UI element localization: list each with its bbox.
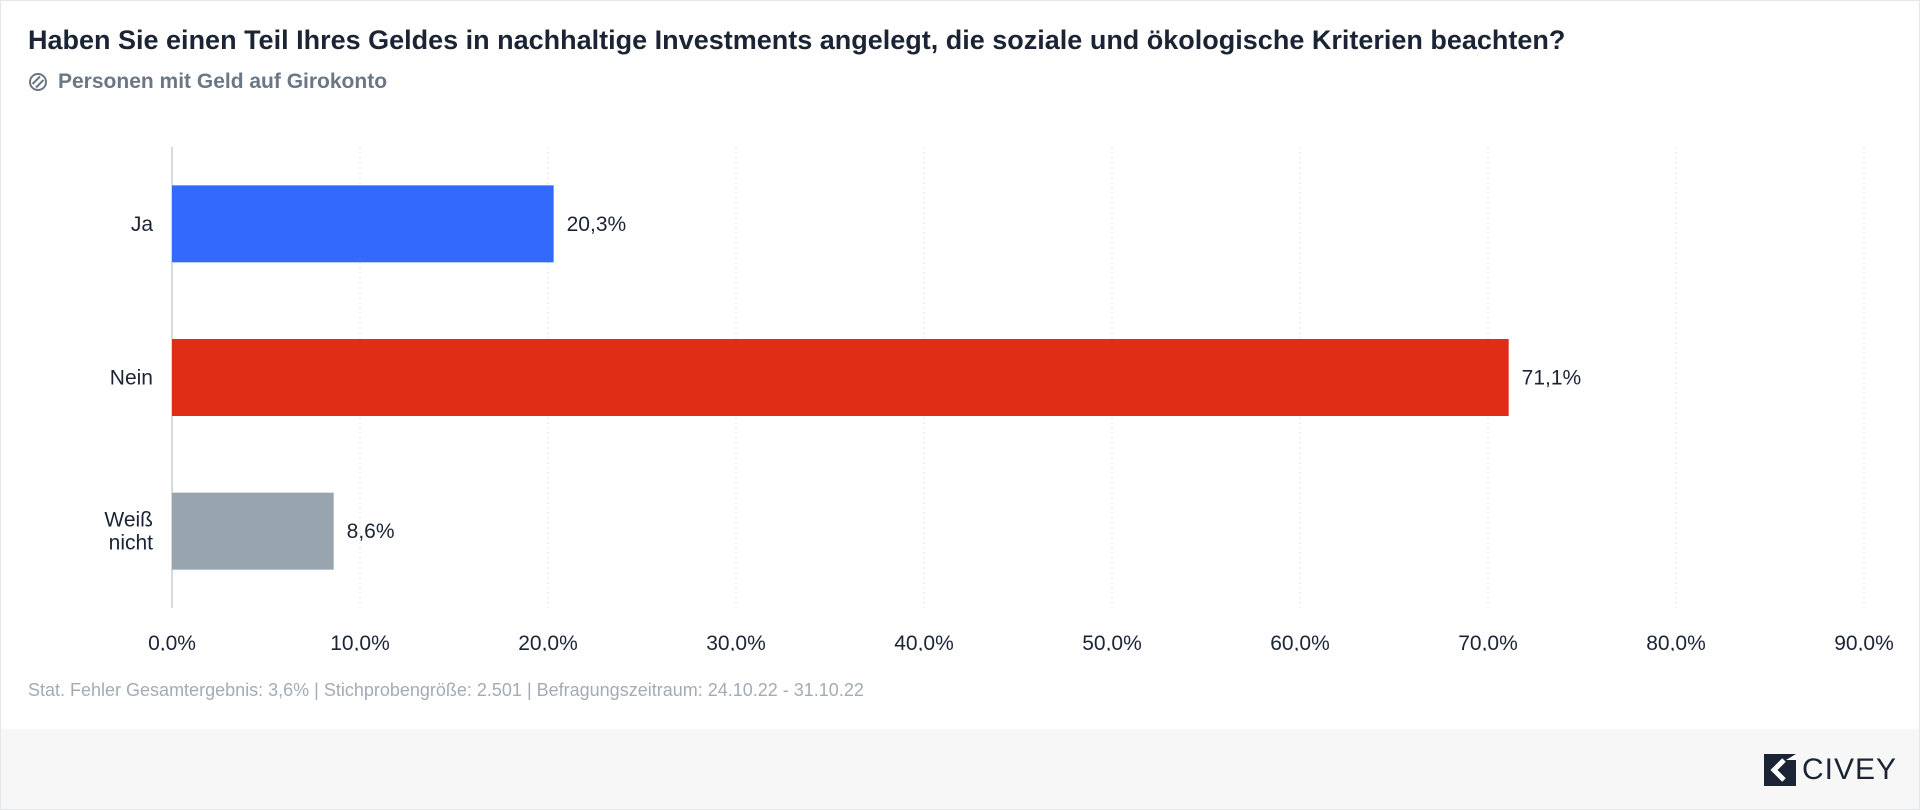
x-tick-label: 40,0% xyxy=(894,632,954,651)
x-tick-label: 70,0% xyxy=(1458,632,1518,651)
bar xyxy=(172,339,1509,416)
x-tick-label: 0,0% xyxy=(148,632,196,651)
data-label: 8,6% xyxy=(347,520,395,543)
footnote: Stat. Fehler Gesamtergebnis: 3,6% | Stic… xyxy=(28,680,864,700)
category-label: Nein xyxy=(110,367,153,390)
footer: CIVEY xyxy=(1,729,1919,809)
bar-chart: 0,0% 10,0% 20,0% 30,0% 40,0% 50,0% 60,0% 70,0% 8… xyxy=(104,147,1894,651)
brand: CIVEY xyxy=(1763,753,1897,787)
x-tick-label: 60,0% xyxy=(1270,632,1330,651)
civey-logo-icon xyxy=(1763,754,1796,786)
category-label: Ja xyxy=(131,213,154,236)
x-tick-label: 80,0% xyxy=(1646,632,1706,651)
category-label: Weiß nicht xyxy=(104,509,153,555)
x-tick-label: 30,0% xyxy=(706,632,766,651)
x-tick-label: 10,0% xyxy=(330,632,390,651)
x-tick-label: 50,0% xyxy=(1082,632,1142,651)
chart-subtitle: Personen mit Geld auf Girokonto xyxy=(28,69,387,95)
bar xyxy=(172,185,554,263)
bar xyxy=(172,492,334,570)
x-tick-label: 90,0% xyxy=(1834,632,1894,651)
x-tick-label: 20,0% xyxy=(518,632,578,651)
chart-title: Haben Sie einen Teil Ihres Geldes in nac… xyxy=(28,25,1566,55)
brand-name: CIVEY xyxy=(1801,753,1897,786)
data-label: 20,3% xyxy=(567,213,627,236)
data-label: 71,1% xyxy=(1522,367,1582,390)
filter-icon xyxy=(29,73,47,91)
subtitle-text: Personen mit Geld auf Girokonto xyxy=(58,70,388,93)
